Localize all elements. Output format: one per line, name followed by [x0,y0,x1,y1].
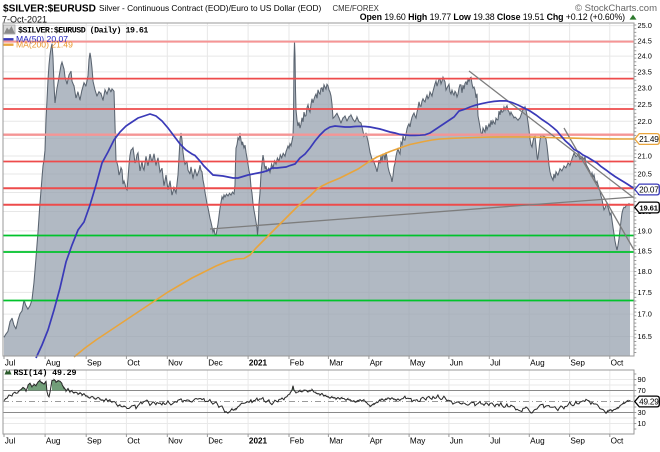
svg-text:Apr: Apr [370,436,383,445]
svg-text:18.0: 18.0 [638,267,652,276]
svg-text:Mar: Mar [329,436,343,445]
svg-text:24.5: 24.5 [638,36,652,45]
svg-text:$SILVER:$EURUSD (Daily) 19.61: $SILVER:$EURUSD (Daily) 19.61 [18,25,148,35]
svg-text:Feb: Feb [290,436,305,445]
svg-text:22.0: 22.0 [638,117,652,126]
svg-text:21.49: 21.49 [639,135,659,144]
svg-text:19.0: 19.0 [638,227,652,236]
svg-text:MA(50) 20.07: MA(50) 20.07 [16,34,68,44]
svg-text:18.5: 18.5 [638,247,652,256]
svg-text:30: 30 [638,408,646,417]
svg-text:17.5: 17.5 [638,288,652,297]
svg-text:23.0: 23.0 [638,84,652,93]
svg-text:2021: 2021 [249,358,268,367]
svg-text:Jul: Jul [5,358,16,367]
svg-text:Jul: Jul [490,436,501,445]
svg-text:24.0: 24.0 [638,52,652,61]
svg-text:90: 90 [638,375,646,384]
svg-text:17.0: 17.0 [638,310,652,319]
svg-text:Mar: Mar [329,358,343,367]
svg-text:Aug: Aug [530,436,545,445]
svg-text:© StockCharts.com: © StockCharts.com [575,3,657,14]
svg-text:Aug: Aug [530,358,545,367]
svg-text:Sep: Sep [570,436,585,445]
svg-text:Silver - Continuous Contract (: Silver - Continuous Contract (EOD)/Euro … [99,3,321,13]
svg-text:7-Oct-2021: 7-Oct-2021 [2,15,47,25]
svg-text:Dec: Dec [208,358,223,367]
svg-text:Sep: Sep [570,358,585,367]
svg-text:RSI(14) 49.29: RSI(14) 49.29 [14,368,77,378]
svg-text:20.5: 20.5 [638,170,652,179]
svg-text:16.5: 16.5 [638,332,652,341]
svg-text:22.5: 22.5 [638,100,652,109]
svg-text:25.0: 25.0 [638,21,652,30]
svg-text:Oct: Oct [611,358,624,367]
svg-text:23.5: 23.5 [638,68,652,77]
svg-text:Jul: Jul [490,358,501,367]
svg-text:20.07: 20.07 [639,185,659,194]
svg-text:Dec: Dec [208,436,223,445]
svg-text:Feb: Feb [290,358,305,367]
svg-text:21.0: 21.0 [638,152,652,161]
svg-text:2021: 2021 [249,436,268,445]
svg-text:Nov: Nov [168,436,183,445]
svg-text:Aug: Aug [46,436,61,445]
svg-text:Jul: Jul [5,436,16,445]
svg-text:10: 10 [638,419,646,428]
svg-text:MA(200) 21.49: MA(200) 21.49 [16,39,73,49]
svg-text:Aug: Aug [46,358,61,367]
svg-text:Jun: Jun [450,358,464,367]
svg-text:Open 19.60 High 19.77 Low 19.3: Open 19.60 High 19.77 Low 19.38 Close 19… [360,12,625,22]
svg-text:Apr: Apr [370,358,383,367]
svg-text:CME/FOREX: CME/FOREX [333,4,380,13]
svg-text:May: May [410,358,426,367]
svg-text:Jun: Jun [450,436,464,445]
svg-text:Nov: Nov [168,358,183,367]
svg-text:Oct: Oct [127,436,140,445]
svg-text:19.61: 19.61 [639,203,658,212]
svg-text:Oct: Oct [611,436,624,445]
svg-text:Oct: Oct [127,358,140,367]
svg-text:Sep: Sep [87,436,102,445]
svg-text:Sep: Sep [87,358,102,367]
svg-text:May: May [410,436,426,445]
svg-text:$SILVER:$EURUSD: $SILVER:$EURUSD [3,4,96,15]
svg-text:70: 70 [638,386,646,395]
svg-text:49.29: 49.29 [639,397,659,406]
